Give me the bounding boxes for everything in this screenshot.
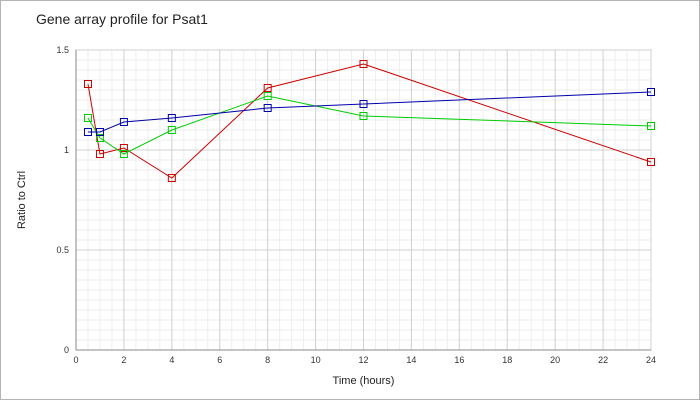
data-point-marker (647, 88, 655, 96)
x-tick-label: 6 (217, 355, 222, 365)
x-tick-label: 12 (358, 355, 368, 365)
data-point-marker (263, 84, 272, 92)
y-axis-label: Ratio to Ctrl (16, 171, 28, 229)
x-tick-label: 16 (454, 355, 464, 365)
data-point-marker (95, 128, 104, 136)
y-tick-labels: 0 0.5 1 1.5 (56, 45, 69, 355)
x-tick-label: 8 (265, 355, 270, 365)
data-point-marker (359, 112, 368, 120)
axes (75, 50, 651, 351)
x-tick-label: 18 (502, 355, 512, 365)
series-group (83, 60, 655, 182)
series-1 (83, 60, 655, 182)
x-tick-labels: 0 2 4 6 8 10 12 14 16 18 20 22 24 (73, 355, 656, 365)
data-point-marker (119, 144, 128, 152)
y-tick-label: 0.5 (56, 245, 69, 255)
x-tick-label: 4 (169, 355, 174, 365)
data-point-marker (647, 158, 655, 166)
x-axis-label: Time (hours) (333, 375, 395, 387)
series-2 (83, 92, 655, 158)
data-point-marker (167, 126, 176, 134)
data-point-marker (263, 104, 272, 112)
data-point-marker (167, 174, 176, 182)
data-point-marker (263, 92, 272, 100)
data-point-marker (359, 100, 368, 108)
chart-title: Gene array profile for Psat1 (36, 11, 208, 27)
data-point-marker (83, 80, 92, 88)
data-point-marker (95, 134, 104, 142)
x-tick-label: 0 (73, 355, 78, 365)
series-line (87, 91, 652, 133)
series-line (87, 63, 652, 179)
x-tick-label: 14 (406, 355, 416, 365)
y-tick-label: 0 (64, 345, 69, 355)
x-tick-label: 24 (646, 355, 656, 365)
series-3 (83, 88, 655, 136)
data-point-marker (647, 122, 655, 130)
x-tick-label: 22 (598, 355, 608, 365)
data-point-marker (83, 128, 92, 136)
data-point-marker (83, 114, 92, 122)
x-tick-label: 20 (550, 355, 560, 365)
x-tick-label: 2 (121, 355, 126, 365)
y-tick-label: 1 (64, 145, 69, 155)
data-point-marker (167, 114, 176, 122)
major-gridlines (75, 49, 652, 351)
x-tick-label: 10 (311, 355, 321, 365)
data-point-marker (119, 118, 128, 126)
data-point-marker (359, 60, 368, 68)
data-point-marker (95, 150, 104, 158)
series-line (87, 95, 652, 155)
data-point-marker (119, 150, 128, 158)
y-tick-label: 1.5 (56, 45, 69, 55)
